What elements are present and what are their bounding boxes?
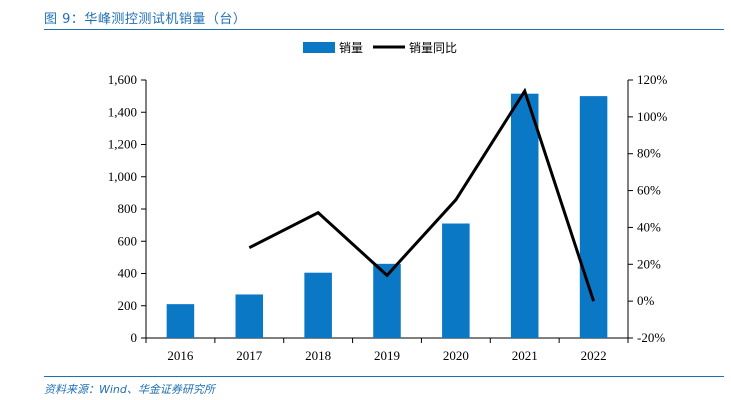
x-tick-label: 2022 <box>581 348 607 363</box>
y-right-tick-label: 120% <box>637 72 668 87</box>
y-left-tick-label: 400 <box>118 266 138 281</box>
y-right-tick-label: -20% <box>637 330 665 345</box>
y-left-tick-label: 1,000 <box>108 169 137 184</box>
bar <box>579 96 608 338</box>
y-left-tick-label: 800 <box>118 201 138 216</box>
y-right-tick-label: 100% <box>637 109 668 124</box>
bar <box>166 304 195 338</box>
legend-bar-swatch <box>303 42 335 53</box>
y-right-tick-label: 40% <box>637 219 661 234</box>
x-tick-label: 2019 <box>374 348 400 363</box>
legend: 销量 销量同比 <box>303 41 457 55</box>
bar <box>510 93 539 338</box>
y-left-tick-label: 200 <box>118 298 138 313</box>
y-left-tick-label: 1,600 <box>108 72 137 87</box>
y-right-tick-label: 60% <box>637 183 661 198</box>
bars <box>166 93 608 338</box>
x-tick-label: 2017 <box>236 348 263 363</box>
legend-bar-label: 销量 <box>339 41 363 55</box>
y-right-tick-label: 20% <box>637 256 661 271</box>
y-left-tick-label: 0 <box>131 330 138 345</box>
axes: 0 200 400 600 800 1,000 1,200 1,400 1,600 -20% 0% 2… <box>108 72 668 363</box>
x-tick-label: 2018 <box>305 348 331 363</box>
y-left-tick-label: 600 <box>118 233 138 248</box>
y-left-tick-label: 1,200 <box>108 137 137 152</box>
legend-line-label: 销量同比 <box>409 41 457 55</box>
x-tick-label: 2021 <box>512 348 538 363</box>
yoy-line-path <box>248 87 595 302</box>
y-right-tick-label: 80% <box>637 146 661 161</box>
x-tick-label: 2020 <box>443 348 469 363</box>
footer-divider <box>44 376 724 377</box>
x-tick-label: 2016 <box>167 348 194 363</box>
y-right-tick-label: 0% <box>637 293 655 308</box>
source-note: 资料来源：Wind、华金证券研究所 <box>44 383 215 396</box>
bar <box>235 294 264 338</box>
y-left-tick-label: 1,400 <box>108 104 137 119</box>
bar <box>304 272 332 338</box>
bar <box>442 223 470 338</box>
figure-title: 图 9：华峰测控测试机销量（台） <box>44 12 247 27</box>
title-divider <box>44 29 724 30</box>
yoy-line <box>248 87 595 302</box>
